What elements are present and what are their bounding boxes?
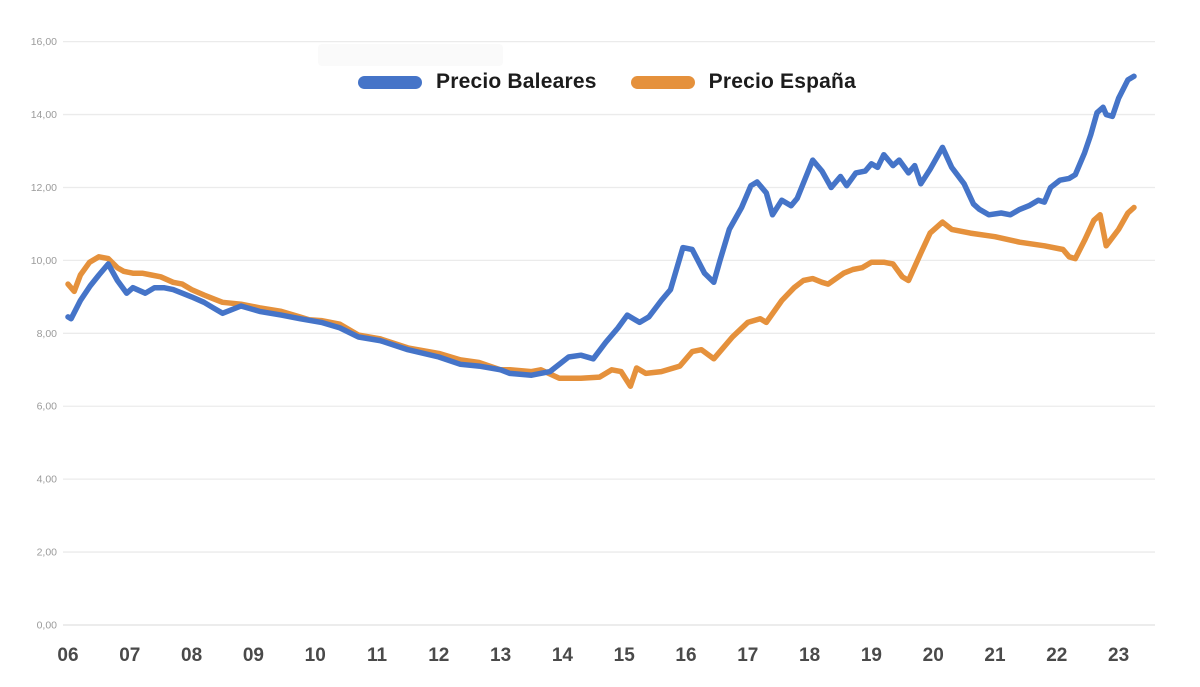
legend-item-baleares: Precio Baleares <box>358 70 597 94</box>
x-axis-tick-label: 22 <box>1046 645 1067 666</box>
y-axis-tick-label: 10,00 <box>31 255 57 267</box>
x-axis-tick-label: 18 <box>799 645 820 666</box>
y-axis-tick-label: 6,00 <box>37 401 58 413</box>
legend-item-espana: Precio España <box>630 70 856 94</box>
y-axis-tick-label: 12,00 <box>31 182 57 194</box>
x-axis-tick-label: 12 <box>428 645 449 666</box>
x-axis-tick-label: 08 <box>181 645 202 666</box>
x-axis-tick-label: 16 <box>675 645 696 666</box>
legend-label-espana: Precio España <box>708 70 856 93</box>
x-axis-tick-label: 07 <box>119 645 140 666</box>
y-axis-tick-label: 2,00 <box>37 547 58 559</box>
chart-legend: Precio Baleares Precio España <box>358 70 856 94</box>
x-axis-tick-label: 23 <box>1108 645 1129 666</box>
x-axis-tick-label: 20 <box>923 645 944 666</box>
y-axis-tick-label: 8,00 <box>37 328 58 340</box>
legend-swatch-baleares <box>358 75 422 89</box>
x-axis-tick-label: 19 <box>861 645 882 666</box>
watermark-artifact <box>318 44 503 66</box>
x-axis-tick-label: 06 <box>57 645 78 666</box>
y-axis-tick-label: 0,00 <box>37 620 58 632</box>
y-axis-tick-label: 4,00 <box>37 474 58 486</box>
legend-label-baleares: Precio Baleares <box>436 70 597 93</box>
x-axis-tick-label: 09 <box>243 645 264 666</box>
y-axis-tick-label: 16,00 <box>31 36 57 48</box>
series-line-espana <box>65 204 1137 389</box>
x-axis-tick-label: 11 <box>367 645 388 666</box>
legend-swatch-espana <box>630 75 695 89</box>
x-axis-tick-label: 15 <box>614 645 636 666</box>
x-axis-tick-label: 13 <box>490 645 511 666</box>
x-axis-tick-label: 21 <box>984 645 1006 666</box>
x-axis-tick-label: 17 <box>737 645 758 666</box>
x-axis-tick-label: 14 <box>552 645 574 666</box>
series-line-baleares <box>65 73 1137 378</box>
y-axis-tick-label: 14,00 <box>31 109 57 121</box>
x-axis-tick-label: 10 <box>305 645 326 666</box>
